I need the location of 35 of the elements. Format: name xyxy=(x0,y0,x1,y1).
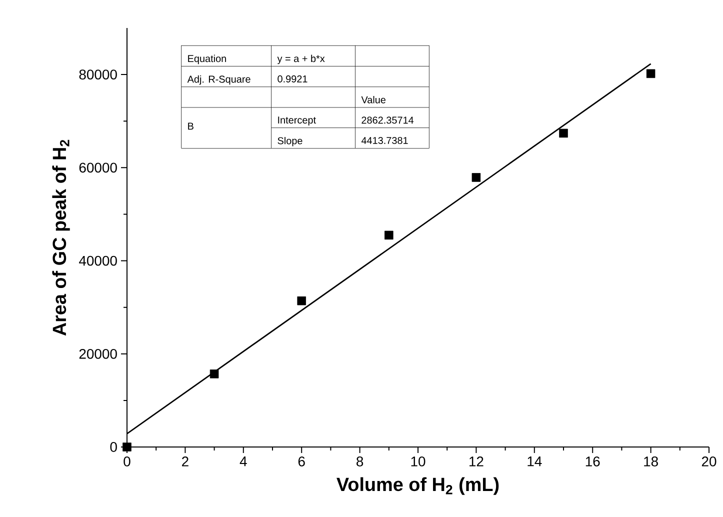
y-axis-title: Area of GC peak of H$_{2}$ xyxy=(52,140,70,336)
annotation: Equation xyxy=(188,54,226,64)
x-tick-label: 12 xyxy=(470,456,484,466)
x-tick-label: 0 xyxy=(124,456,130,466)
annotation: Adj. R-Square xyxy=(187,75,250,85)
annotation: B xyxy=(188,122,194,130)
x-tick-label: 20 xyxy=(702,456,716,466)
point xyxy=(384,230,394,240)
y-tick-label: 80000 xyxy=(79,70,117,80)
point xyxy=(646,69,656,78)
x-tick-label: 6 xyxy=(298,456,305,466)
annotation: 2862.35714 xyxy=(362,116,414,124)
annotation: Value xyxy=(361,96,386,104)
point xyxy=(297,296,306,306)
x-tick-label: 2 xyxy=(182,456,188,466)
y-tick-label: 20000 xyxy=(79,348,117,359)
annotation: y = a + b*x xyxy=(277,54,325,64)
y-tick-label: 60000 xyxy=(79,162,117,173)
annotation: 0.9921 xyxy=(278,75,308,82)
x-tick-label: 8 xyxy=(356,456,364,466)
annotation: 4413.7381 xyxy=(361,136,408,144)
x-tick-label: 18 xyxy=(644,456,658,466)
x-tick-label: 10 xyxy=(411,456,426,466)
point xyxy=(210,370,219,378)
point xyxy=(122,442,132,452)
x-tick-label: 16 xyxy=(586,456,600,466)
x-axis-title: Volume of H$_{2}$ (mL) xyxy=(336,477,499,495)
annotation: Intercept xyxy=(278,116,316,126)
point xyxy=(559,128,568,138)
point xyxy=(472,173,481,182)
x-tick-label: 4 xyxy=(240,456,247,466)
y-tick-label: 40000 xyxy=(79,256,117,266)
x-tick-label: 14 xyxy=(528,456,542,466)
annotation: Slope xyxy=(278,136,302,146)
y-tick-label: 0 xyxy=(110,442,117,452)
